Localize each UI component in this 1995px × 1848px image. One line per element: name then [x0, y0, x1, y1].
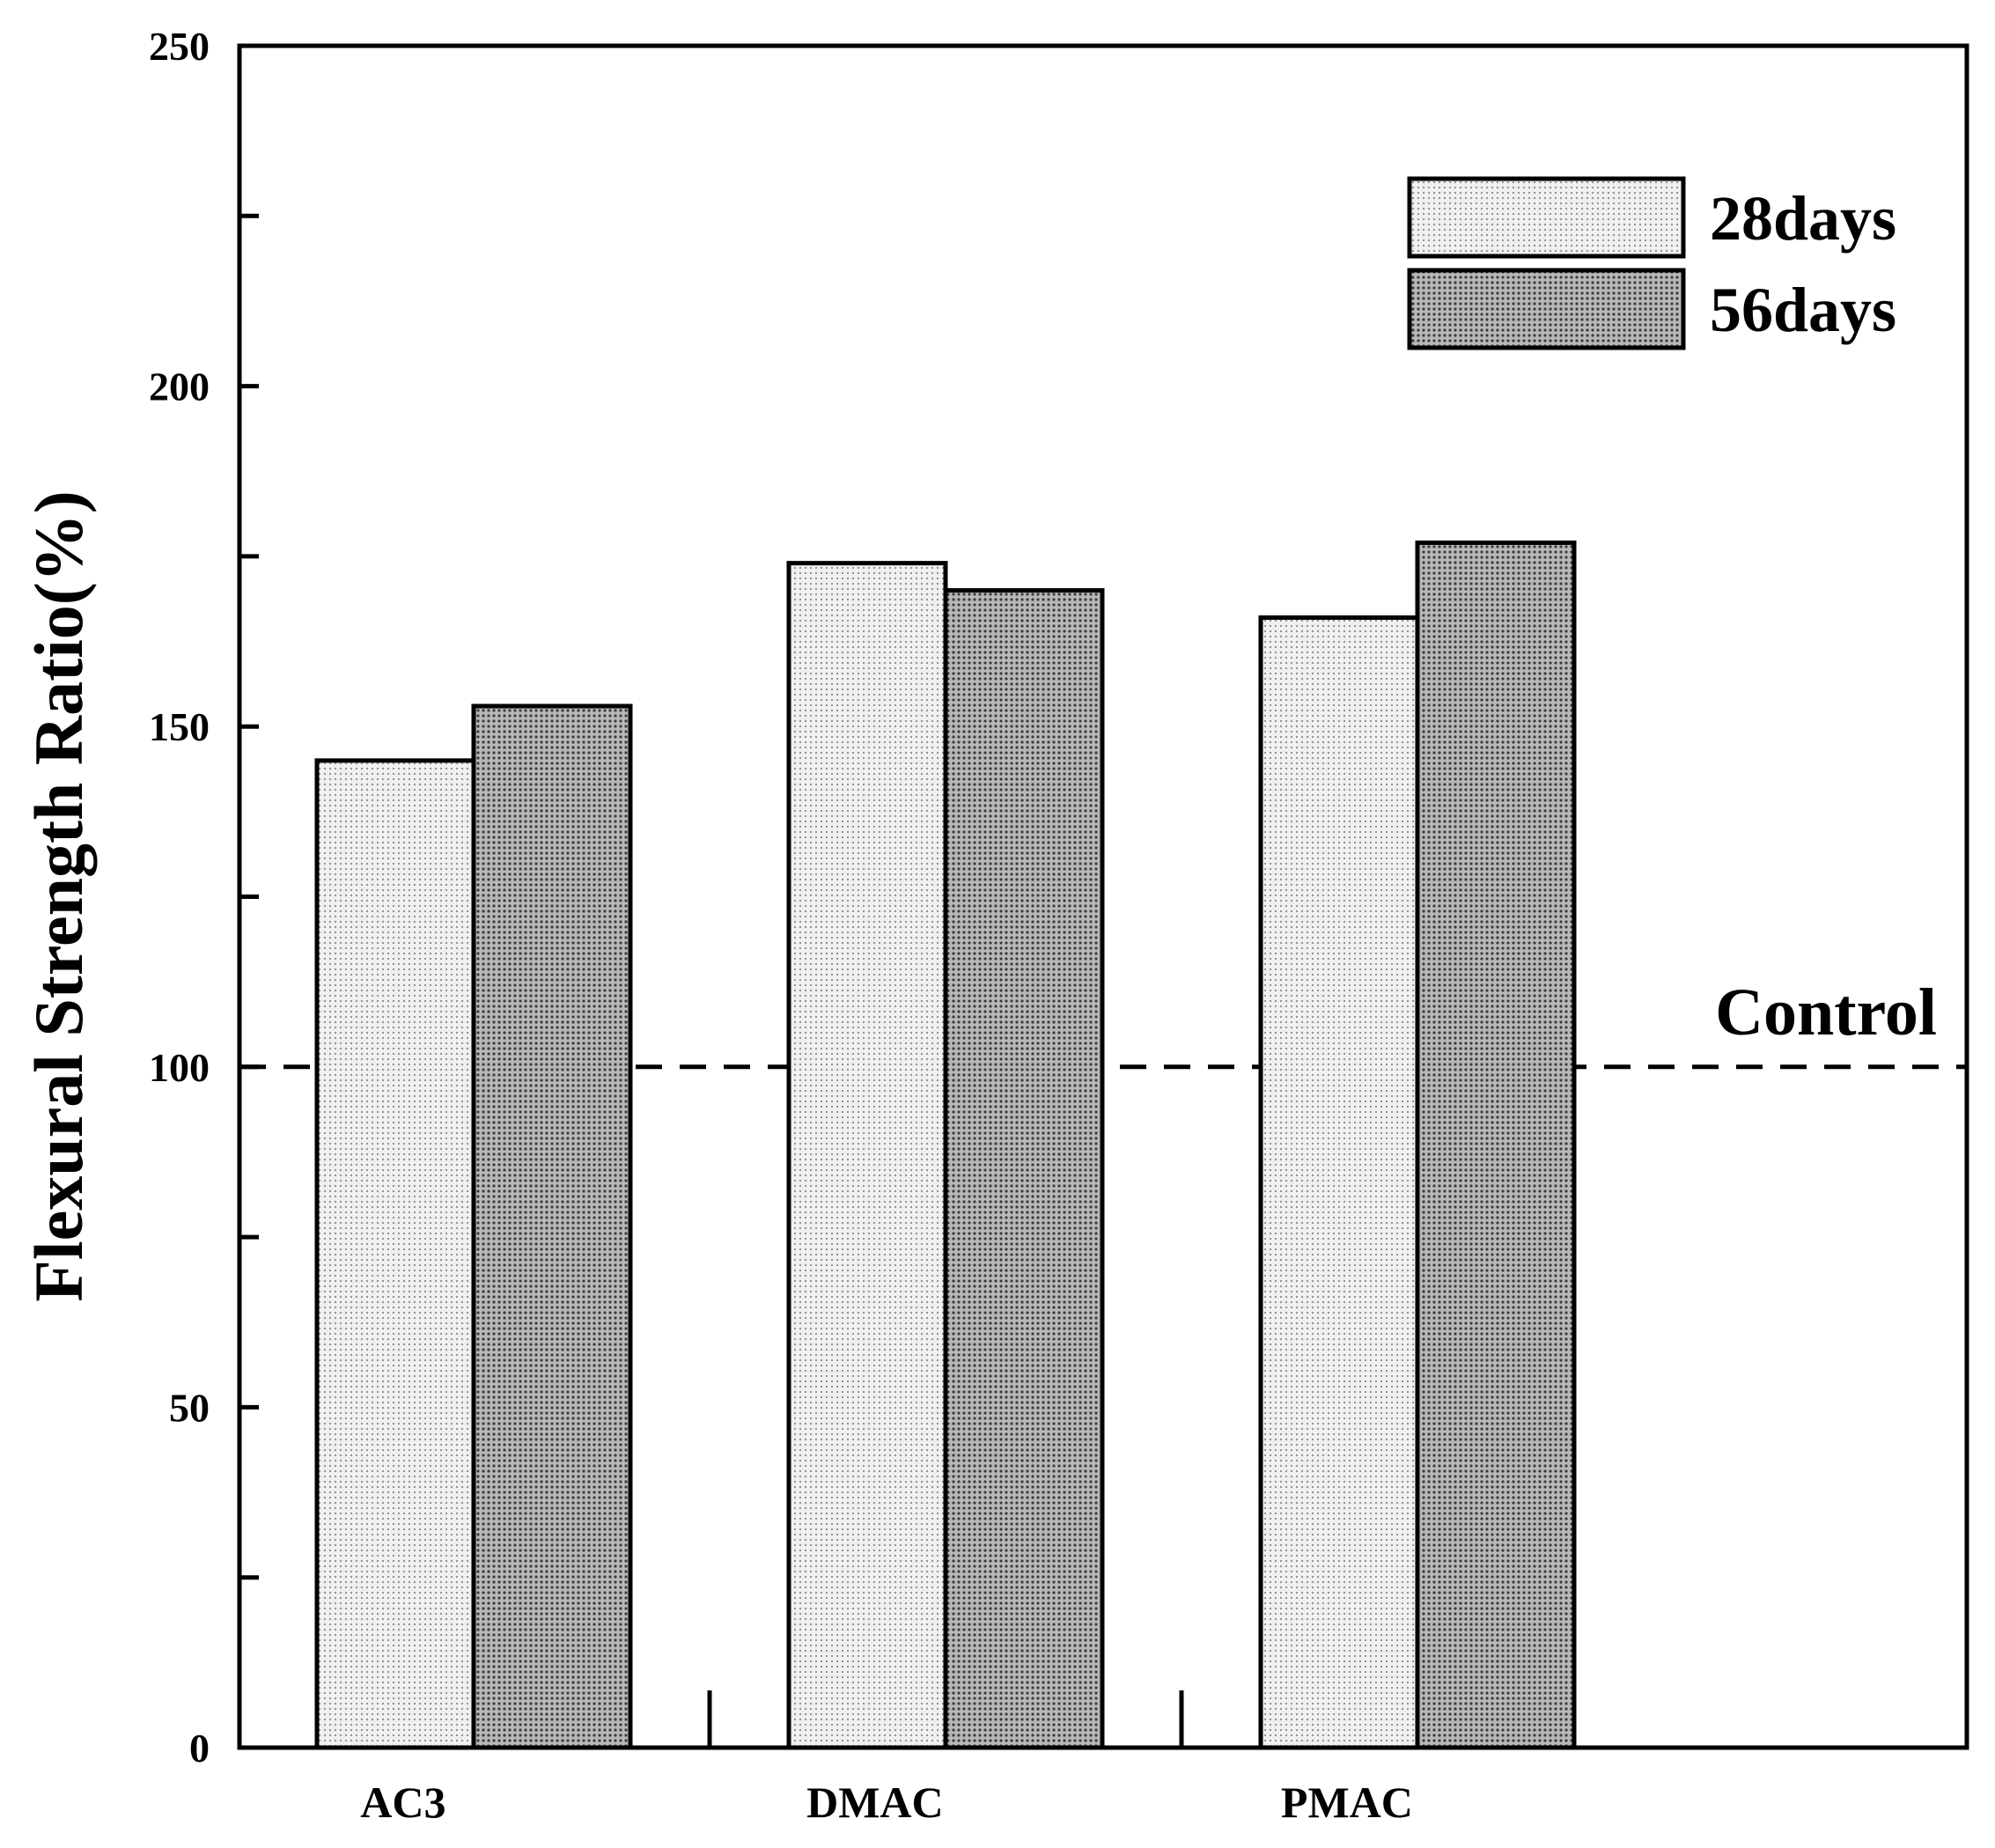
y-tick-label-100: 100 — [149, 1045, 210, 1090]
bar-ac3-28days — [314, 758, 476, 1750]
legend-label-28days: 28days — [1710, 183, 1896, 254]
y-tick-label-50: 50 — [169, 1385, 210, 1430]
y-tick-label-0: 0 — [189, 1726, 210, 1771]
y-tick-label-150: 150 — [149, 704, 210, 749]
legend: 28days 56days — [1407, 176, 1896, 350]
bars-group — [314, 540, 1577, 1750]
bar-pmac-56days — [1415, 540, 1577, 1750]
bar-ac3-56days — [471, 703, 633, 1750]
legend-label-56days: 56days — [1710, 275, 1896, 345]
x-label-dmac: DMAC — [806, 1778, 944, 1827]
control-label: Control — [1715, 976, 1937, 1049]
x-axis-labels: AC3 DMAC PMAC — [360, 1778, 1413, 1827]
legend-swatch-56days — [1407, 268, 1686, 350]
bar-pmac-28days — [1258, 615, 1420, 1750]
legend-swatch-28days — [1407, 176, 1686, 259]
y-tick-label-250: 250 — [149, 24, 210, 69]
y-tick-label-200: 200 — [149, 364, 210, 409]
x-label-ac3: AC3 — [360, 1778, 445, 1827]
y-axis-title: Flexural Strength Ratio(%) — [20, 490, 97, 1301]
x-label-pmac: PMAC — [1281, 1778, 1413, 1827]
bar-dmac-56days — [943, 588, 1105, 1750]
bar-dmac-28days — [786, 561, 948, 1750]
group-separators — [707, 1690, 1184, 1748]
y-axis-ticks: 0 50 100 150 200 250 — [149, 24, 259, 1771]
